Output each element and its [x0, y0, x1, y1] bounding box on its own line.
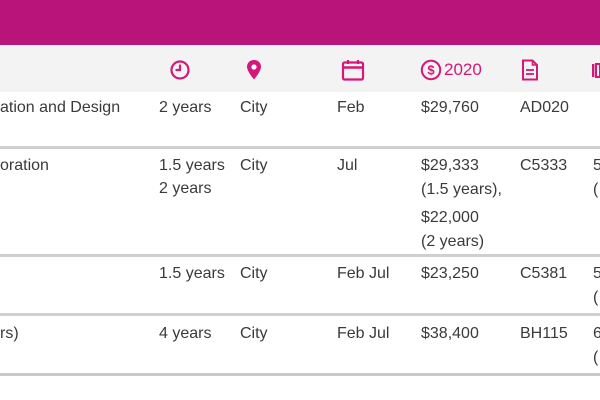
fees-year: 2020 — [444, 60, 482, 79]
fees: $38,400 — [421, 325, 479, 342]
course-code: C5333 — [520, 157, 568, 174]
fees: $23,250 — [421, 265, 479, 282]
fees-note: (1.5 years), — [421, 181, 502, 198]
dollar-circle-icon: $ 2020 — [420, 58, 482, 82]
table-banner — [0, 0, 600, 45]
location: City — [240, 265, 268, 282]
duration: 4 years — [159, 325, 212, 342]
duration: 1.5 years — [159, 265, 225, 282]
course-code: AD020 — [520, 99, 569, 116]
svg-text:$: $ — [427, 63, 435, 78]
cut-off-value: 6 — [593, 325, 600, 342]
intake: Feb Jul — [337, 265, 390, 282]
location: City — [240, 325, 268, 342]
course-code: C5381 — [520, 265, 568, 282]
course-title: oration — [0, 157, 49, 174]
row-divider — [0, 373, 600, 376]
row-divider — [0, 254, 600, 257]
location: City — [240, 99, 268, 116]
intake: Feb Jul — [337, 325, 390, 342]
cut-off-value: ( — [593, 349, 599, 366]
fees: $22,000 — [421, 209, 479, 226]
table-header — [0, 45, 600, 92]
document-icon — [521, 58, 539, 82]
fees: $29,760 — [421, 99, 479, 116]
location: City — [240, 157, 268, 174]
intake: Feb — [337, 99, 365, 116]
duration: 2 years — [159, 99, 212, 116]
cut-off-icon — [591, 58, 600, 82]
cut-off-value: ( — [593, 289, 599, 306]
duration: 1.5 years — [159, 157, 225, 174]
course-code: BH115 — [520, 325, 568, 342]
fees: $29,333 — [421, 157, 479, 174]
fees-note: (2 years) — [421, 233, 485, 250]
calendar-icon — [341, 58, 365, 82]
course-title: rs) — [0, 325, 19, 342]
duration: 2 years — [159, 180, 212, 197]
intake: Jul — [337, 157, 358, 174]
clock-icon — [169, 58, 191, 82]
course-title: ation and Design — [0, 99, 121, 116]
cut-off-value: ( — [593, 181, 599, 198]
location-pin-icon — [245, 58, 263, 82]
cut-off-value: 5 — [593, 157, 600, 174]
row-divider — [0, 313, 600, 316]
cut-off-value: 5 — [593, 265, 600, 282]
row-divider — [0, 146, 600, 149]
